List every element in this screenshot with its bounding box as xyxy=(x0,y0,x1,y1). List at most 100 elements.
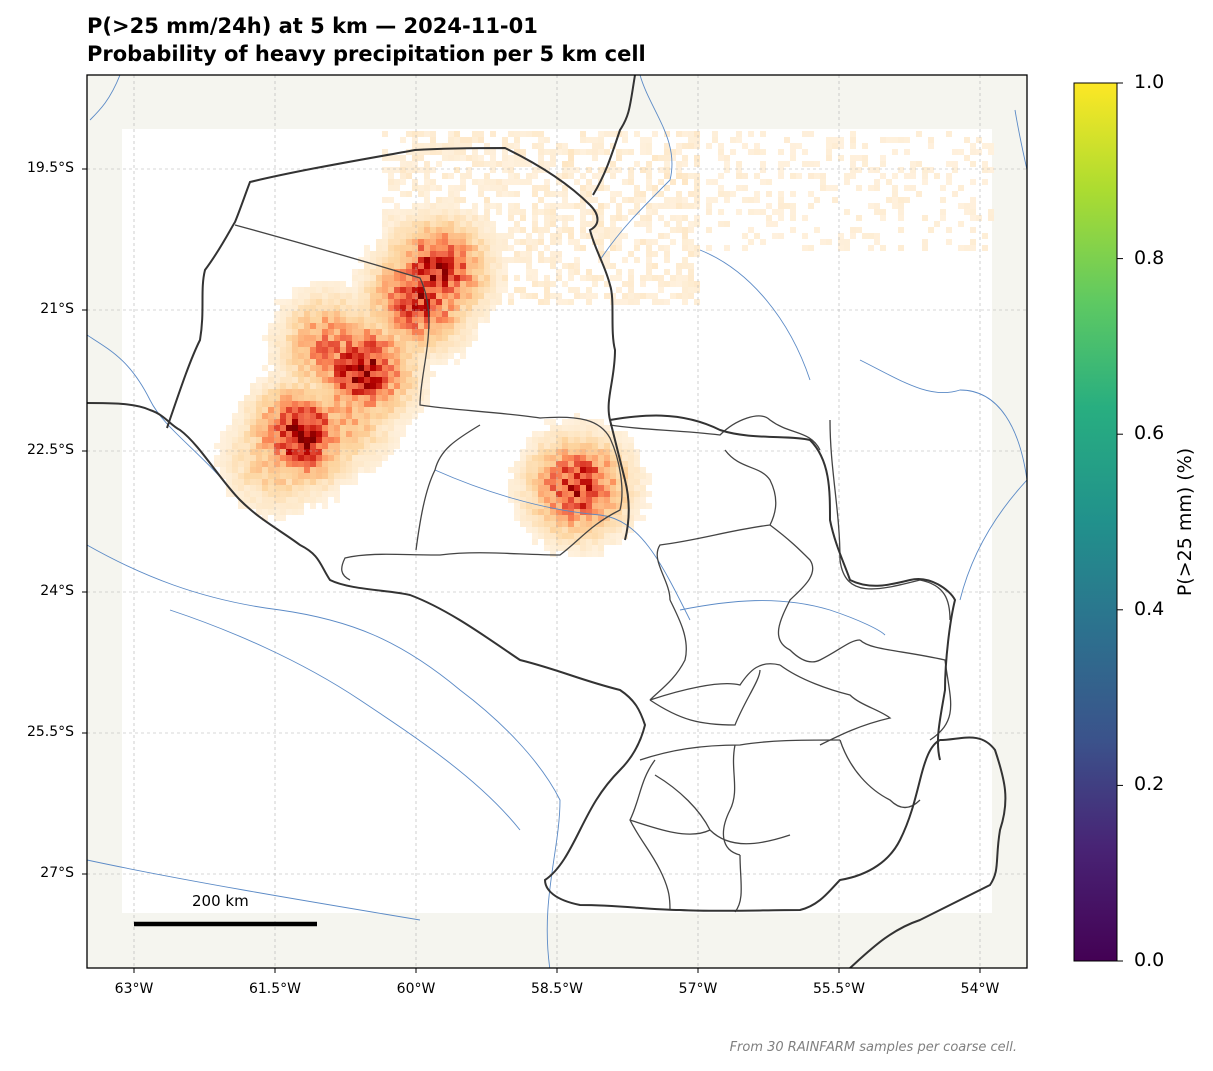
precip-cell xyxy=(322,503,328,509)
precip-cell xyxy=(934,221,940,227)
precip-cell xyxy=(580,503,586,509)
precip-cell xyxy=(322,395,328,401)
precip-cell xyxy=(562,473,568,479)
precip-cell xyxy=(292,491,298,497)
precip-cell xyxy=(412,401,418,407)
precip-cell xyxy=(496,185,502,191)
precip-cell xyxy=(580,191,586,197)
precip-cell xyxy=(328,491,334,497)
precip-cell xyxy=(460,137,466,143)
precip-cell xyxy=(400,167,406,173)
precip-cell xyxy=(232,419,238,425)
precip-cell xyxy=(520,479,526,485)
precip-cell xyxy=(622,527,628,533)
precip-cell xyxy=(340,287,346,293)
precip-cell xyxy=(676,215,682,221)
precip-cell xyxy=(478,257,484,263)
precip-cell xyxy=(862,233,868,239)
precip-cell xyxy=(334,431,340,437)
precip-cell xyxy=(550,431,556,437)
precip-cell xyxy=(532,533,538,539)
precip-cell xyxy=(352,275,358,281)
precip-cell xyxy=(448,221,454,227)
precip-cell xyxy=(322,281,328,287)
precip-cell xyxy=(268,395,274,401)
precip-cell xyxy=(484,245,490,251)
precip-cell xyxy=(364,323,370,329)
precip-cell xyxy=(280,365,286,371)
precip-cell xyxy=(670,203,676,209)
precip-cell xyxy=(310,401,316,407)
precip-cell xyxy=(328,455,334,461)
precip-cell xyxy=(598,515,604,521)
precip-cell xyxy=(640,143,646,149)
precip-cell xyxy=(286,317,292,323)
precip-cell xyxy=(616,215,622,221)
precip-cell xyxy=(490,245,496,251)
precip-cell xyxy=(328,293,334,299)
precip-cell xyxy=(424,161,430,167)
precip-cell xyxy=(256,473,262,479)
precip-cell xyxy=(640,485,646,491)
precip-cell xyxy=(376,455,382,461)
precip-cell xyxy=(694,131,700,137)
precip-cell xyxy=(226,449,232,455)
precip-cell xyxy=(448,191,454,197)
precip-cell xyxy=(472,221,478,227)
precip-cell xyxy=(412,233,418,239)
precip-cell xyxy=(328,479,334,485)
precip-cell xyxy=(472,155,478,161)
precip-cell xyxy=(550,509,556,515)
precip-cell xyxy=(592,479,598,485)
precip-cell xyxy=(568,551,574,557)
precip-cell xyxy=(244,467,250,473)
precip-cell xyxy=(574,257,580,263)
precip-cell xyxy=(376,335,382,341)
precip-cell xyxy=(586,479,592,485)
precip-cell xyxy=(418,335,424,341)
precip-cell xyxy=(250,401,256,407)
precip-cell xyxy=(544,449,550,455)
precip-cell xyxy=(424,203,430,209)
precip-cell xyxy=(256,485,262,491)
precip-cell xyxy=(394,215,400,221)
precip-cell xyxy=(334,467,340,473)
precip-cell xyxy=(850,131,856,137)
precip-cell xyxy=(586,521,592,527)
precip-cell xyxy=(616,275,622,281)
precip-cell xyxy=(916,131,922,137)
precip-cell xyxy=(562,479,568,485)
precip-cell xyxy=(532,539,538,545)
river-northwest xyxy=(89,75,121,121)
precip-cell xyxy=(370,311,376,317)
precip-cell xyxy=(730,149,736,155)
precip-cell xyxy=(400,413,406,419)
precip-cell xyxy=(910,173,916,179)
dept-boundary-amambay xyxy=(769,524,861,663)
precip-cell xyxy=(280,371,286,377)
precip-cell xyxy=(502,245,508,251)
precip-cell xyxy=(670,179,676,185)
precip-cell xyxy=(652,209,658,215)
precip-cell xyxy=(430,203,436,209)
precip-cell xyxy=(268,461,274,467)
precip-cell xyxy=(622,131,628,137)
precip-cell xyxy=(346,383,352,389)
precip-cell xyxy=(568,173,574,179)
precip-cell xyxy=(604,281,610,287)
precip-cell xyxy=(322,299,328,305)
precip-cell xyxy=(820,239,826,245)
precip-cell xyxy=(550,263,556,269)
precip-cell xyxy=(370,437,376,443)
precip-cell xyxy=(580,527,586,533)
precip-cell xyxy=(844,173,850,179)
precip-cell xyxy=(454,359,460,365)
precip-cell xyxy=(388,269,394,275)
precip-cell xyxy=(886,197,892,203)
precip-cell xyxy=(376,347,382,353)
precip-cell xyxy=(640,503,646,509)
precip-cell xyxy=(880,215,886,221)
precip-cell xyxy=(262,449,268,455)
precip-cell xyxy=(382,395,388,401)
precip-cell xyxy=(286,299,292,305)
